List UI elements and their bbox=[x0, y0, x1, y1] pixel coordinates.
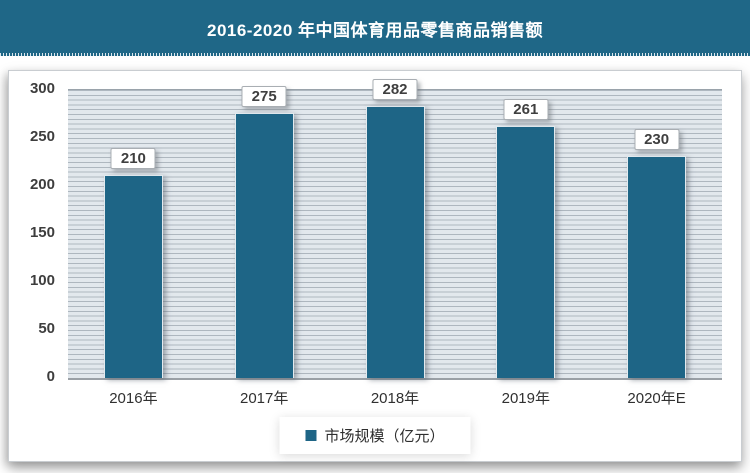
y-axis-tick-label: 100 bbox=[29, 272, 55, 289]
bar-value-label: 282 bbox=[372, 79, 418, 101]
x-axis-tick-label: 2016年 bbox=[109, 390, 158, 407]
bar-value-label: 230 bbox=[634, 129, 680, 151]
y-axis-tick-label: 50 bbox=[38, 320, 55, 337]
y-axis-tick-label: 0 bbox=[46, 368, 55, 385]
chart-title-banner: 2016-2020 年中国体育用品零售商品销售额 bbox=[0, 0, 750, 56]
y-axis-tick-label: 250 bbox=[29, 128, 55, 145]
plot-area: 210 275 282 261 230 bbox=[68, 79, 722, 380]
legend: 市场规模（亿元） bbox=[279, 417, 471, 454]
x-axis-tick-label: 2017年 bbox=[240, 390, 289, 407]
x-axis-tick-label: 2019年 bbox=[501, 390, 550, 407]
bar-value-label: 261 bbox=[503, 99, 549, 121]
legend-marker-icon bbox=[305, 430, 317, 441]
y-axis-tick-label: 150 bbox=[29, 224, 55, 241]
bar-2019年 bbox=[496, 126, 556, 378]
legend-label: 市场规模（亿元） bbox=[324, 428, 445, 445]
chart-title: 2016-2020 年中国体育用品零售商品销售额 bbox=[206, 20, 544, 40]
bar-value-label: 275 bbox=[241, 86, 287, 107]
y-axis-tick-label: 300 bbox=[29, 80, 55, 97]
x-axis-tick-label: 2018年 bbox=[370, 390, 420, 407]
chart-panel: 210 275 282 261 230 市场规模（亿元） 0 50 100 150 200 250… bbox=[8, 70, 742, 462]
bar-value-label: 210 bbox=[110, 148, 156, 170]
bar-2018年 bbox=[365, 106, 425, 378]
y-axis-tick-label: 200 bbox=[29, 176, 55, 193]
bar-2020年E bbox=[627, 156, 687, 378]
bar-2016年 bbox=[103, 175, 163, 378]
bar-2017年 bbox=[234, 113, 294, 378]
x-axis-tick-label: 2020年E bbox=[627, 390, 686, 407]
